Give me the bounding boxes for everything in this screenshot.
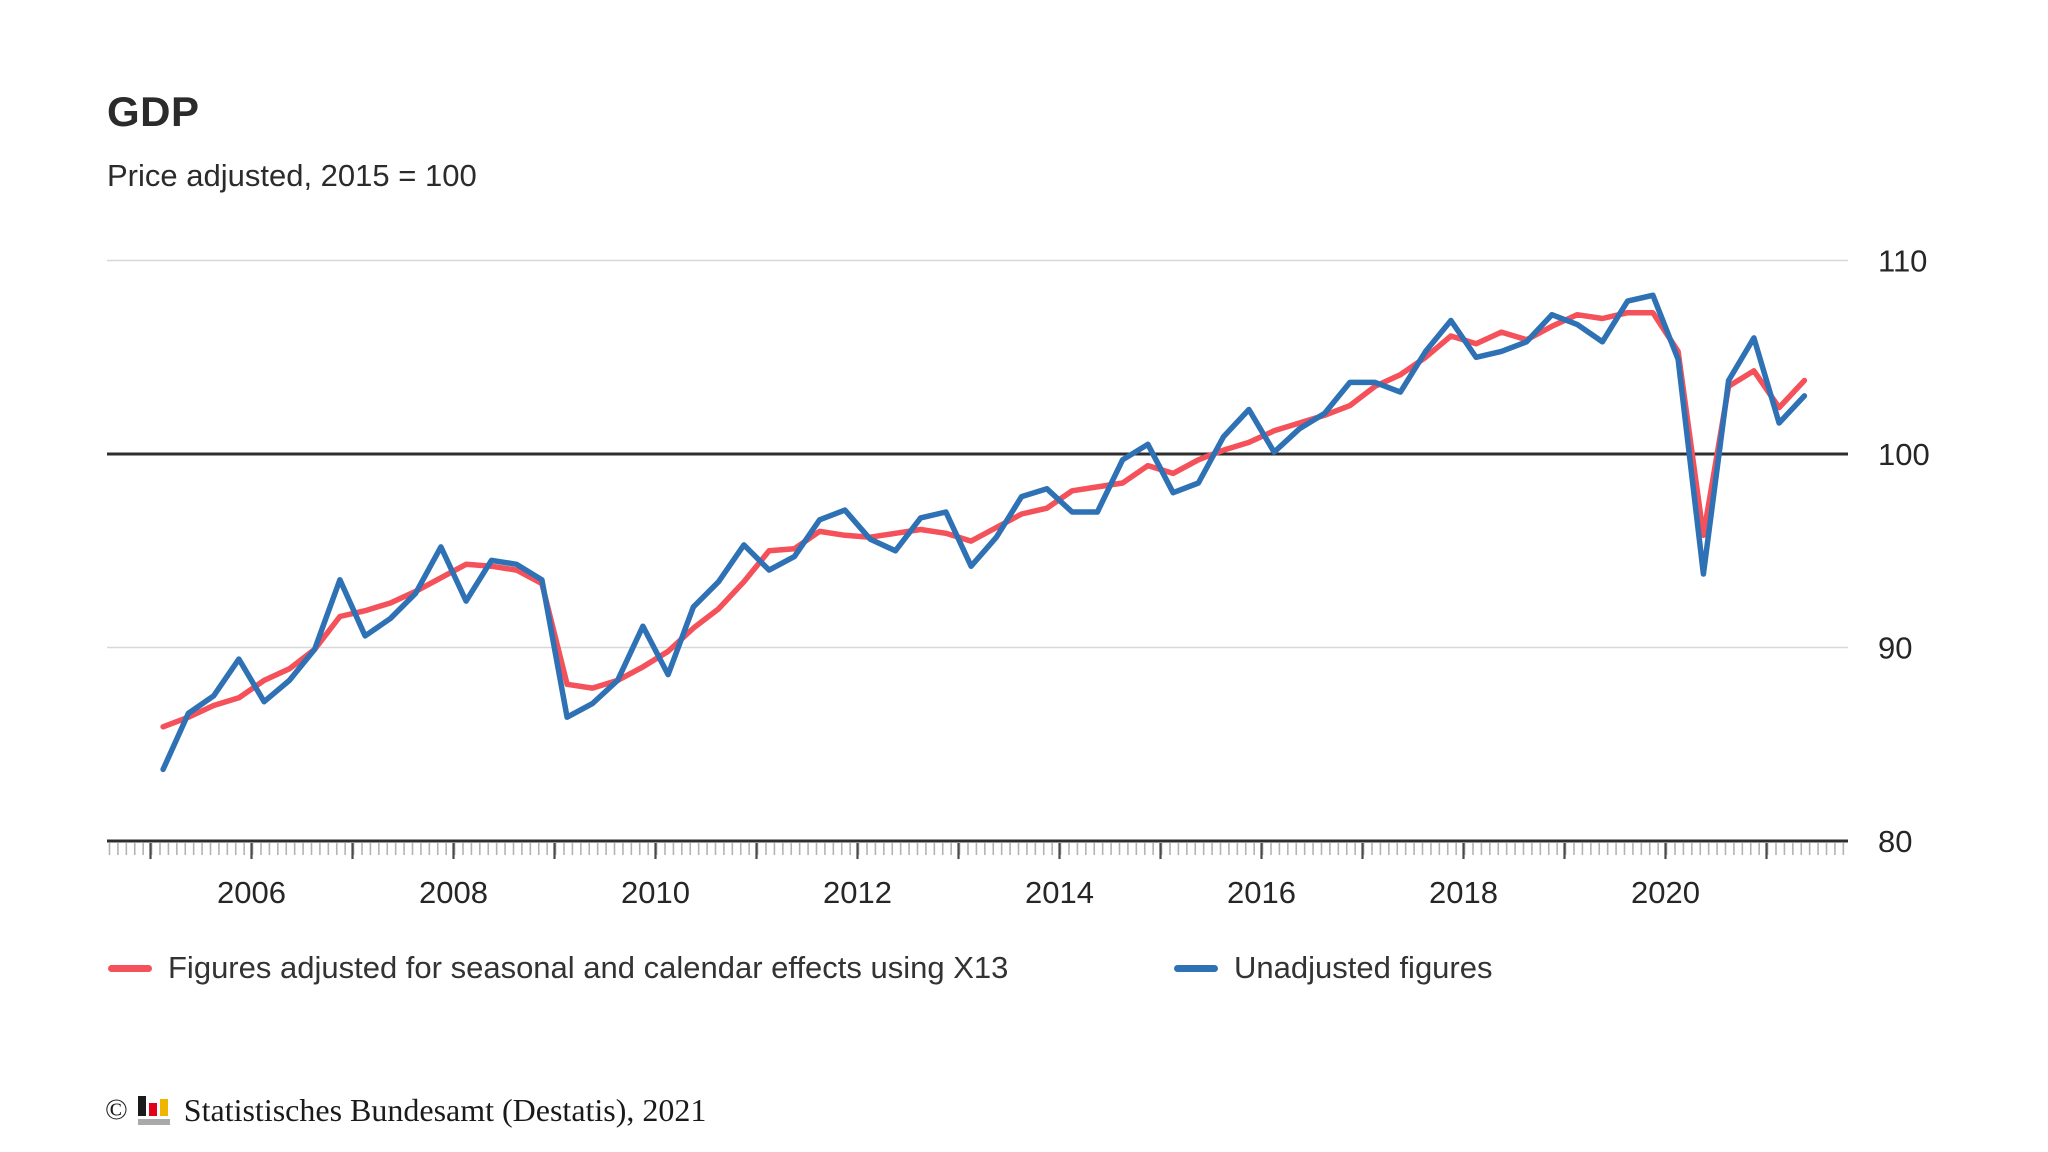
x-axis-label-2010: 2010 [621,875,690,910]
unadjusted-series-swatch-icon [1174,964,1218,972]
y-axis-label-100: 100 [1878,437,1930,472]
source-attribution: © Statistisches Bundesamt (Destatis), 20… [105,1088,706,1132]
legend-item-adjusted: Figures adjusted for seasonal and calend… [108,948,1008,988]
y-axis-label-90: 90 [1878,631,1912,666]
x-axis-label-2012: 2012 [823,875,892,910]
page-title: GDP [107,88,200,135]
x-axis-label-2008: 2008 [419,875,488,910]
source-text: Statistisches Bundesamt (Destatis), 2021 [183,1091,707,1128]
legend-label-adjusted: Figures adjusted for seasonal and calend… [168,950,1009,985]
adjusted-series-swatch-icon [108,964,152,972]
y-axis-label-110: 110 [1878,244,1927,279]
x-axis-label-2016: 2016 [1227,875,1296,910]
destatis-logo-icon [137,1094,172,1126]
legend-item-unadjusted: Unadjusted figures [1174,948,1493,988]
chart-legend: Figures adjusted for seasonal and calend… [0,948,2048,988]
series-adjusted-line [160,309,1808,730]
y-axis-label-80: 80 [1878,824,1912,859]
copyright-symbol: © [105,1093,128,1126]
legend-label-unadjusted: Unadjusted figures [1234,950,1493,985]
x-axis-label-2018: 2018 [1429,875,1498,910]
series-unadjusted-line [160,292,1808,773]
page-subtitle: Price adjusted, 2015 = 100 [107,158,477,193]
x-axis-label-2020: 2020 [1631,875,1700,910]
x-axis-label-2014: 2014 [1025,875,1094,910]
x-axis-label-2006: 2006 [217,875,286,910]
